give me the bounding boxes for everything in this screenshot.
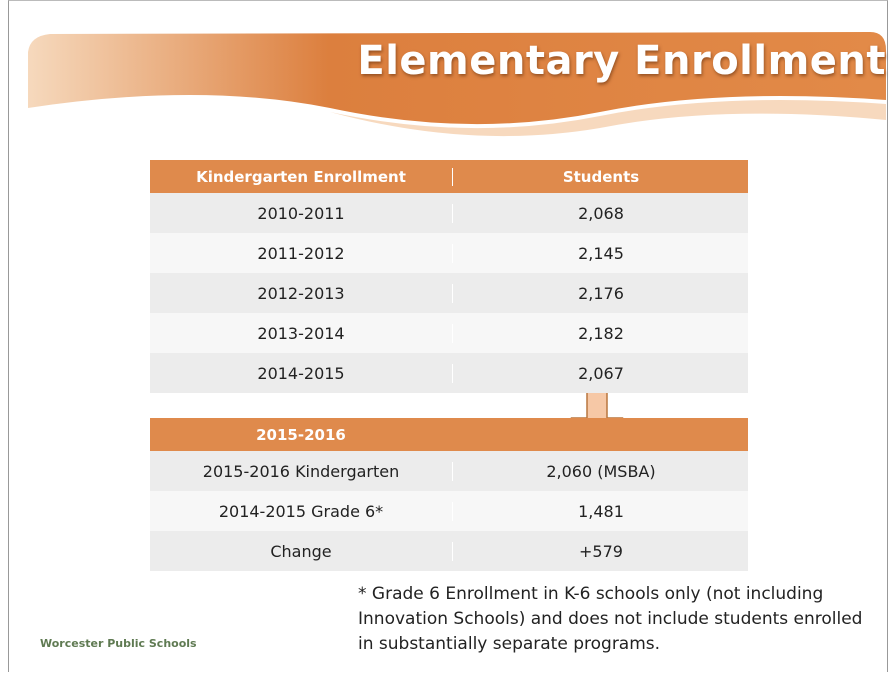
table-cell: +579: [452, 542, 749, 561]
table-header: 2015-2016: [150, 418, 748, 451]
table-cell: 2,145: [452, 244, 749, 263]
table-cell: 2014-2015 Grade 6*: [150, 502, 452, 521]
table-row: Change+579: [150, 531, 748, 571]
slide: Elementary Enrollment Kindergarten Enrol…: [0, 0, 896, 677]
table-cell: 2014-2015: [150, 364, 452, 383]
table-cell: 2013-2014: [150, 324, 452, 343]
footnote: * Grade 6 Enrollment in K-6 schools only…: [358, 582, 883, 657]
table-cell: 2010-2011: [150, 204, 452, 223]
table-cell: 2,182: [452, 324, 749, 343]
table-cell: Change: [150, 542, 452, 561]
table-cell: 2,068: [452, 204, 749, 223]
table-cell: 2015-2016 Kindergarten: [150, 462, 452, 481]
table-cell: 1,481: [452, 502, 749, 521]
table-cell: 2,067: [452, 364, 749, 383]
kindergarten-table: Kindergarten Enrollment Students 2010-20…: [150, 160, 748, 393]
table-header: Kindergarten Enrollment Students: [150, 160, 748, 193]
organization: Worcester Public Schools: [40, 637, 197, 650]
table-cell: 2012-2013: [150, 284, 452, 303]
table-cell: 2011-2012: [150, 244, 452, 263]
table-cell: 2,060 (MSBA): [452, 462, 749, 481]
table-cell: 2,176: [452, 284, 749, 303]
table-row: 2014-2015 Grade 6*1,481: [150, 491, 748, 531]
slide-title: Elementary Enrollment: [330, 38, 886, 84]
header-cell: 2015-2016: [150, 426, 452, 444]
header-cell: Students: [452, 168, 749, 186]
header-cell: Kindergarten Enrollment: [150, 168, 452, 186]
